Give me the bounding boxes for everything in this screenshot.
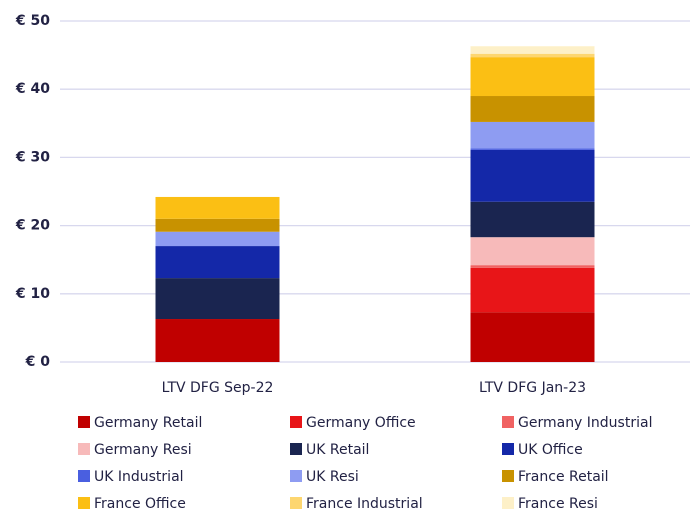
x-tick-label: LTV DFG Sep-22 — [162, 380, 274, 396]
legend-label: UK Retail — [306, 442, 369, 458]
legend-swatch — [78, 470, 90, 482]
bar-segment — [470, 312, 595, 362]
legend-label: France Resi — [518, 496, 598, 512]
x-tick-label: LTV DFG Jan-23 — [479, 380, 586, 396]
legend-swatch — [290, 497, 302, 509]
bar-segment — [155, 196, 280, 219]
bar-segment — [470, 267, 595, 313]
legend-swatch — [290, 416, 302, 428]
bar-segment — [470, 265, 595, 268]
legend-swatch — [290, 470, 302, 482]
y-tick-label: € 50 — [15, 13, 50, 29]
legend-label: UK Resi — [306, 469, 359, 485]
bar-segment — [155, 246, 280, 279]
legend-swatch — [502, 443, 514, 455]
legend-label: France Industrial — [306, 496, 423, 512]
y-tick-label: € 20 — [15, 218, 50, 234]
legend-label: France Retail — [518, 469, 609, 485]
bar-segment — [470, 121, 595, 149]
legend-swatch — [502, 497, 514, 509]
bar-segment — [470, 149, 595, 202]
legend-label: UK Industrial — [94, 469, 184, 485]
legend-swatch — [78, 497, 90, 509]
legend-swatch — [290, 443, 302, 455]
legend-swatch — [502, 470, 514, 482]
bar-segment — [470, 57, 595, 97]
bar-segment — [470, 96, 595, 122]
bar-segment — [155, 278, 280, 320]
legend-label: UK Office — [518, 442, 583, 458]
legend-swatch — [78, 416, 90, 428]
legend-label: Germany Industrial — [518, 415, 652, 431]
legend-swatch — [78, 443, 90, 455]
bar-segment — [470, 148, 595, 150]
bar-segment — [470, 237, 595, 266]
bar-segment — [155, 218, 280, 232]
legend-label: France Office — [94, 496, 186, 512]
legend-label: Germany Resi — [94, 442, 192, 458]
bar-segment — [155, 231, 280, 247]
bar-segment — [155, 319, 280, 362]
bar-segment — [470, 53, 595, 58]
bar-segment — [470, 46, 595, 54]
y-tick-label: € 0 — [25, 354, 51, 370]
legend-label: Germany Office — [306, 415, 416, 431]
legend-swatch — [502, 416, 514, 428]
y-tick-label: € 10 — [15, 286, 50, 302]
y-tick-label: € 30 — [15, 149, 50, 165]
legend-label: Germany Retail — [94, 415, 202, 431]
bar-segment — [470, 201, 595, 238]
y-tick-label: € 40 — [15, 81, 50, 97]
